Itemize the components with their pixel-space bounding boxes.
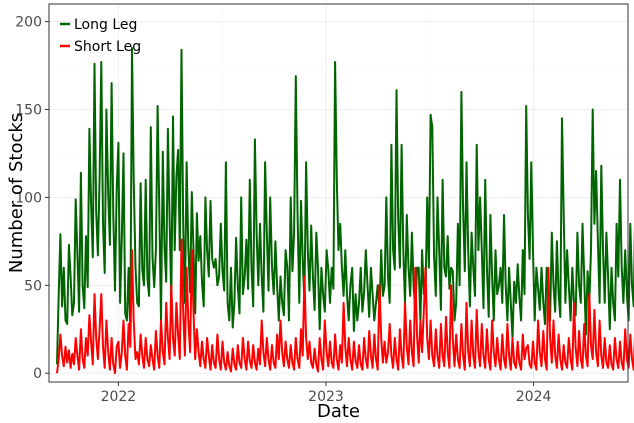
panel-border xyxy=(48,3,629,383)
x-tick-label: 2022 xyxy=(101,389,137,405)
x-tick-label: 2023 xyxy=(308,389,344,405)
x-axis-ticks: 2022 2023 2024 xyxy=(101,382,552,405)
series-line-short-leg xyxy=(56,238,634,375)
y-tick-label: 50 xyxy=(24,278,42,294)
minor-gridlines xyxy=(49,4,628,382)
legend-label-2: Short Leg xyxy=(74,39,141,55)
legend-label-1: Long Leg xyxy=(74,17,137,33)
series-line-long-leg xyxy=(56,47,634,365)
y-tick-label: 150 xyxy=(15,102,42,118)
series-layer xyxy=(56,47,634,375)
y-axis-ticks: 0 50 100 150 200 xyxy=(15,15,49,382)
y-tick-label: 100 xyxy=(15,190,42,206)
x-tick-label: 2024 xyxy=(516,389,552,405)
legend: Long Leg Short Leg xyxy=(60,17,141,55)
y-tick-label: 200 xyxy=(15,15,42,31)
x-axis-title: Date xyxy=(317,401,360,422)
major-gridlines xyxy=(49,4,628,382)
y-tick-label: 0 xyxy=(33,366,42,382)
y-axis-title: Number of Stocks xyxy=(6,113,27,273)
